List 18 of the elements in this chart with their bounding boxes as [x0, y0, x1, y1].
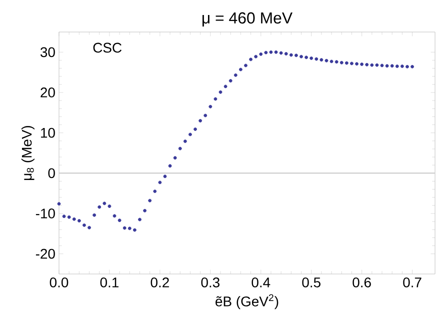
- x-tick-label: 0.0: [50, 277, 68, 288]
- x-tick-label: 0.4: [252, 277, 270, 288]
- y-tick-label: 0: [48, 168, 55, 178]
- y-tick-label: -10: [36, 208, 55, 218]
- x-tick-label: 0.5: [302, 277, 320, 288]
- y-tick-label: 20: [40, 88, 55, 98]
- x-tick-label: 0.1: [100, 277, 118, 288]
- x-axis-title: ẽB (GeV$^{2}$): [216, 294, 278, 310]
- x-tick-label: 0.3: [201, 277, 220, 288]
- x-tick-label: 0.7: [403, 277, 422, 288]
- y-tick-label: 10: [41, 128, 55, 138]
- annotation: CSC: [93, 42, 122, 53]
- chart-title: μ = 460 MeV: [202, 12, 292, 26]
- x-tick-label: 0.6: [352, 277, 371, 288]
- y-axis-title: μ$_{8}$ (MeV): [21, 126, 34, 180]
- y-tick-label: 30: [40, 47, 55, 58]
- x-tick-label: 0.2: [150, 277, 169, 288]
- y-tick-label: -20: [36, 248, 55, 259]
